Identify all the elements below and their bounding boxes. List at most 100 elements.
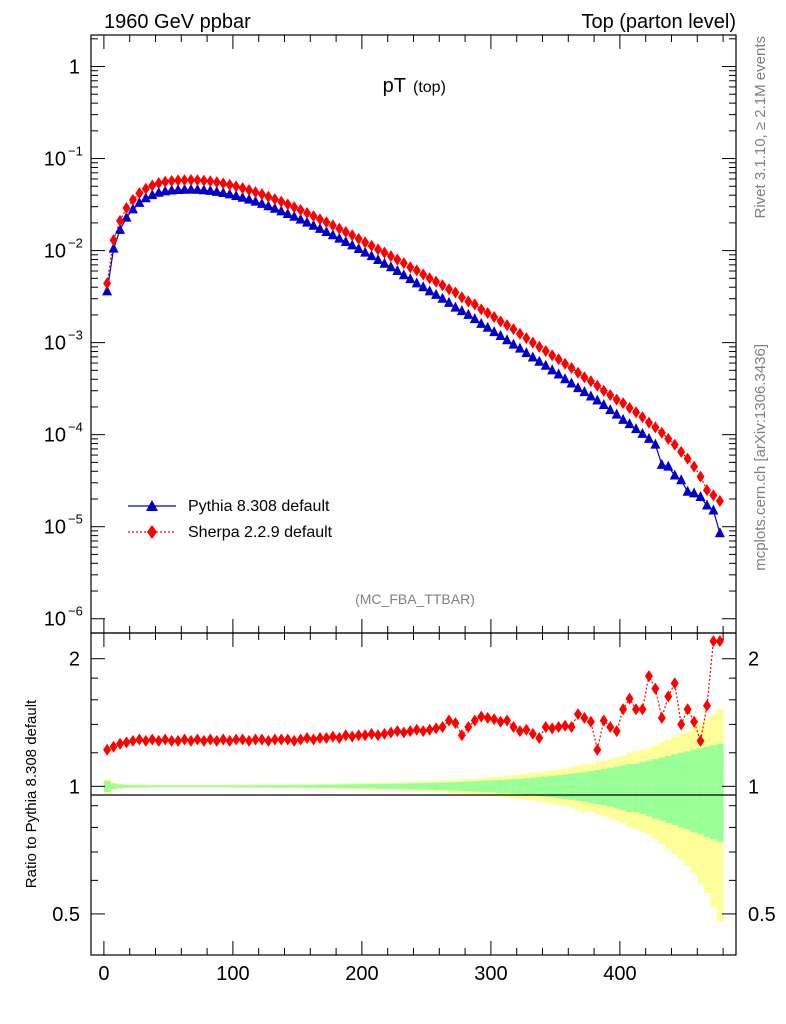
ratio-point	[619, 703, 628, 716]
ratio-band-inner	[290, 785, 298, 788]
ratio-band-inner	[645, 760, 653, 817]
ratio-point	[632, 703, 641, 716]
sherpa-point	[548, 349, 557, 362]
pythia-point	[663, 460, 674, 471]
legend: Pythia 8.308 default Sherpa 2.2.9 defaul…	[128, 498, 333, 541]
ratio-band-inner	[155, 785, 163, 788]
sherpa-point	[670, 438, 679, 451]
ratio-point	[116, 737, 125, 750]
sherpa-point	[490, 310, 499, 323]
ratio-band-inner	[697, 748, 705, 835]
pythia-point	[443, 296, 454, 307]
ratio-point	[186, 734, 195, 747]
pythia-point	[682, 485, 693, 496]
main-ytick-label: 10	[44, 609, 66, 631]
ratio-point	[264, 734, 273, 747]
ratio-point	[503, 714, 512, 727]
sherpa-point	[303, 207, 312, 220]
ratio-point	[432, 722, 441, 735]
pythia-point	[385, 261, 396, 272]
sherpa-point	[522, 332, 531, 345]
sherpa-point	[580, 371, 589, 384]
sherpa-point	[651, 421, 660, 434]
ratio-point	[664, 690, 673, 703]
pythia-point	[714, 527, 725, 538]
ratio-point	[380, 727, 389, 740]
ratio-point	[270, 733, 279, 746]
ratio-point	[141, 734, 150, 747]
pythia-point	[244, 193, 255, 204]
ratio-band-inner	[548, 775, 556, 798]
pythia-point	[669, 469, 680, 480]
pythia-point	[327, 229, 338, 240]
ratio-band-inner	[103, 780, 111, 792]
ratio-point	[606, 721, 615, 734]
ratio-band-inner	[194, 785, 202, 788]
ratio-point	[161, 733, 170, 746]
pythia-point	[489, 326, 500, 337]
sherpa-point	[290, 201, 299, 214]
ratio-band-inner	[368, 784, 376, 789]
ratio-band-inner	[116, 784, 124, 789]
ratio-point	[715, 635, 724, 648]
sherpa-point	[438, 279, 447, 292]
pythia-point	[676, 474, 687, 485]
ratio-band-inner	[394, 783, 402, 790]
pythia-point	[314, 222, 325, 233]
sherpa-point	[393, 253, 402, 266]
ratio-band-inner	[555, 775, 563, 799]
ratio-band-inner	[445, 782, 453, 791]
sherpa-point	[619, 397, 628, 410]
ratio-point	[670, 677, 679, 690]
ratio-band-inner	[536, 777, 543, 796]
ratio-point	[702, 699, 711, 712]
ratio-band-inner	[400, 783, 408, 790]
ratio-point	[593, 743, 602, 756]
ratio-point	[303, 732, 312, 745]
legend-label-sherpa: Sherpa 2.2.9 default	[188, 524, 333, 541]
sherpa-point	[354, 232, 363, 245]
ratio-band-inner	[239, 785, 247, 788]
main-ytick-exponent: −2	[68, 236, 83, 251]
ratio-band-inner	[187, 785, 195, 788]
ratio-point	[644, 670, 653, 683]
ratio-point	[238, 733, 247, 746]
series-line-sherpa	[106, 179, 721, 502]
pythia-point	[140, 192, 151, 203]
ratio-point	[290, 734, 299, 747]
pythia-point	[302, 216, 313, 227]
ratio-band-inner	[665, 755, 672, 823]
ratio-band-inner	[568, 773, 576, 800]
ratio-point	[586, 715, 595, 728]
sherpa-point	[432, 275, 441, 288]
pythia-point	[108, 242, 119, 253]
main-ytick-label: 10	[44, 425, 66, 447]
sherpa-point	[425, 272, 434, 285]
ratio-band-inner	[561, 774, 569, 799]
sherpa-point	[528, 336, 537, 349]
ratio-point	[554, 721, 563, 734]
sherpa-point	[470, 298, 479, 311]
ratio-point	[296, 733, 305, 746]
ratio-band-inner	[529, 777, 537, 796]
ratio-band-inner	[632, 763, 640, 812]
sherpa-point	[148, 179, 157, 192]
sherpa-point	[245, 184, 254, 197]
pythia-point	[476, 317, 487, 328]
sherpa-point	[464, 295, 473, 308]
ratio-band-inner	[523, 778, 531, 795]
pythia-point	[701, 499, 712, 510]
main-ytick-exponent: −1	[68, 144, 83, 159]
ratio-point	[199, 734, 208, 747]
pythia-point	[508, 338, 519, 349]
pythia-point	[289, 210, 300, 221]
sherpa-point	[573, 366, 582, 379]
pythia-point	[431, 288, 442, 299]
main-axis-ticks: 110−110−210−310−410−510−6	[44, 35, 736, 633]
ratio-band-inner	[168, 785, 176, 788]
pythia-point	[695, 491, 706, 502]
ratio-point	[232, 733, 241, 746]
ratio-band-inner	[284, 785, 292, 788]
ratio-point	[561, 719, 570, 732]
pythia-point	[398, 269, 409, 280]
